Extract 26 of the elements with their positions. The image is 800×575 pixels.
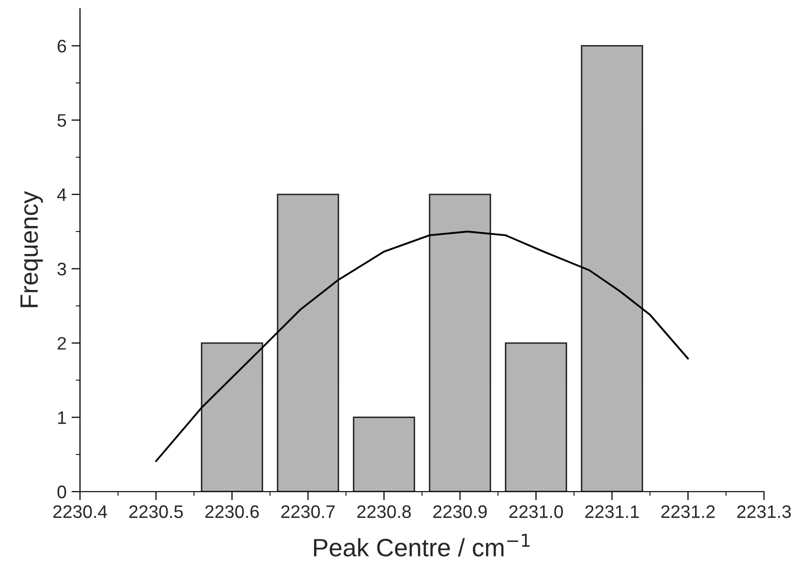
bar: [276, 194, 340, 492]
x-tick-label: 2231.1: [585, 505, 639, 518]
bar: [428, 194, 492, 492]
x-tick-label: 2230.7: [281, 505, 335, 518]
x-axis-title: Peak Centre / cm$^{−1}$: [314, 534, 530, 557]
bar: [504, 342, 568, 492]
y-tick-label: 5: [57, 114, 66, 127]
x-tick-label: 2230.6: [205, 505, 259, 518]
x-tick-label: 2230.4: [53, 505, 108, 518]
x-tick-label: 2231.2: [661, 505, 715, 518]
y-tick-label: 1: [58, 411, 66, 424]
bar: [200, 342, 264, 492]
x-tick-label: 2230.8: [357, 505, 411, 518]
y-axis-title: Frequency: [20, 191, 43, 308]
y-tick-label: 3: [57, 262, 66, 276]
x-tick-label: 2231.0: [509, 505, 563, 518]
x-tick-label: 2231.3: [737, 505, 791, 518]
y-tick-label: 6: [58, 40, 66, 52]
x-tick-label: 2230.5: [129, 505, 183, 518]
line-series: [155, 230, 689, 462]
bar: [580, 45, 644, 492]
y-tick-label: 4: [57, 188, 66, 201]
y-tick-label: 0: [57, 486, 66, 498]
x-tick-label: 2230.9: [433, 505, 487, 518]
bar: [352, 416, 416, 492]
y-tick-label: 2: [58, 336, 66, 350]
